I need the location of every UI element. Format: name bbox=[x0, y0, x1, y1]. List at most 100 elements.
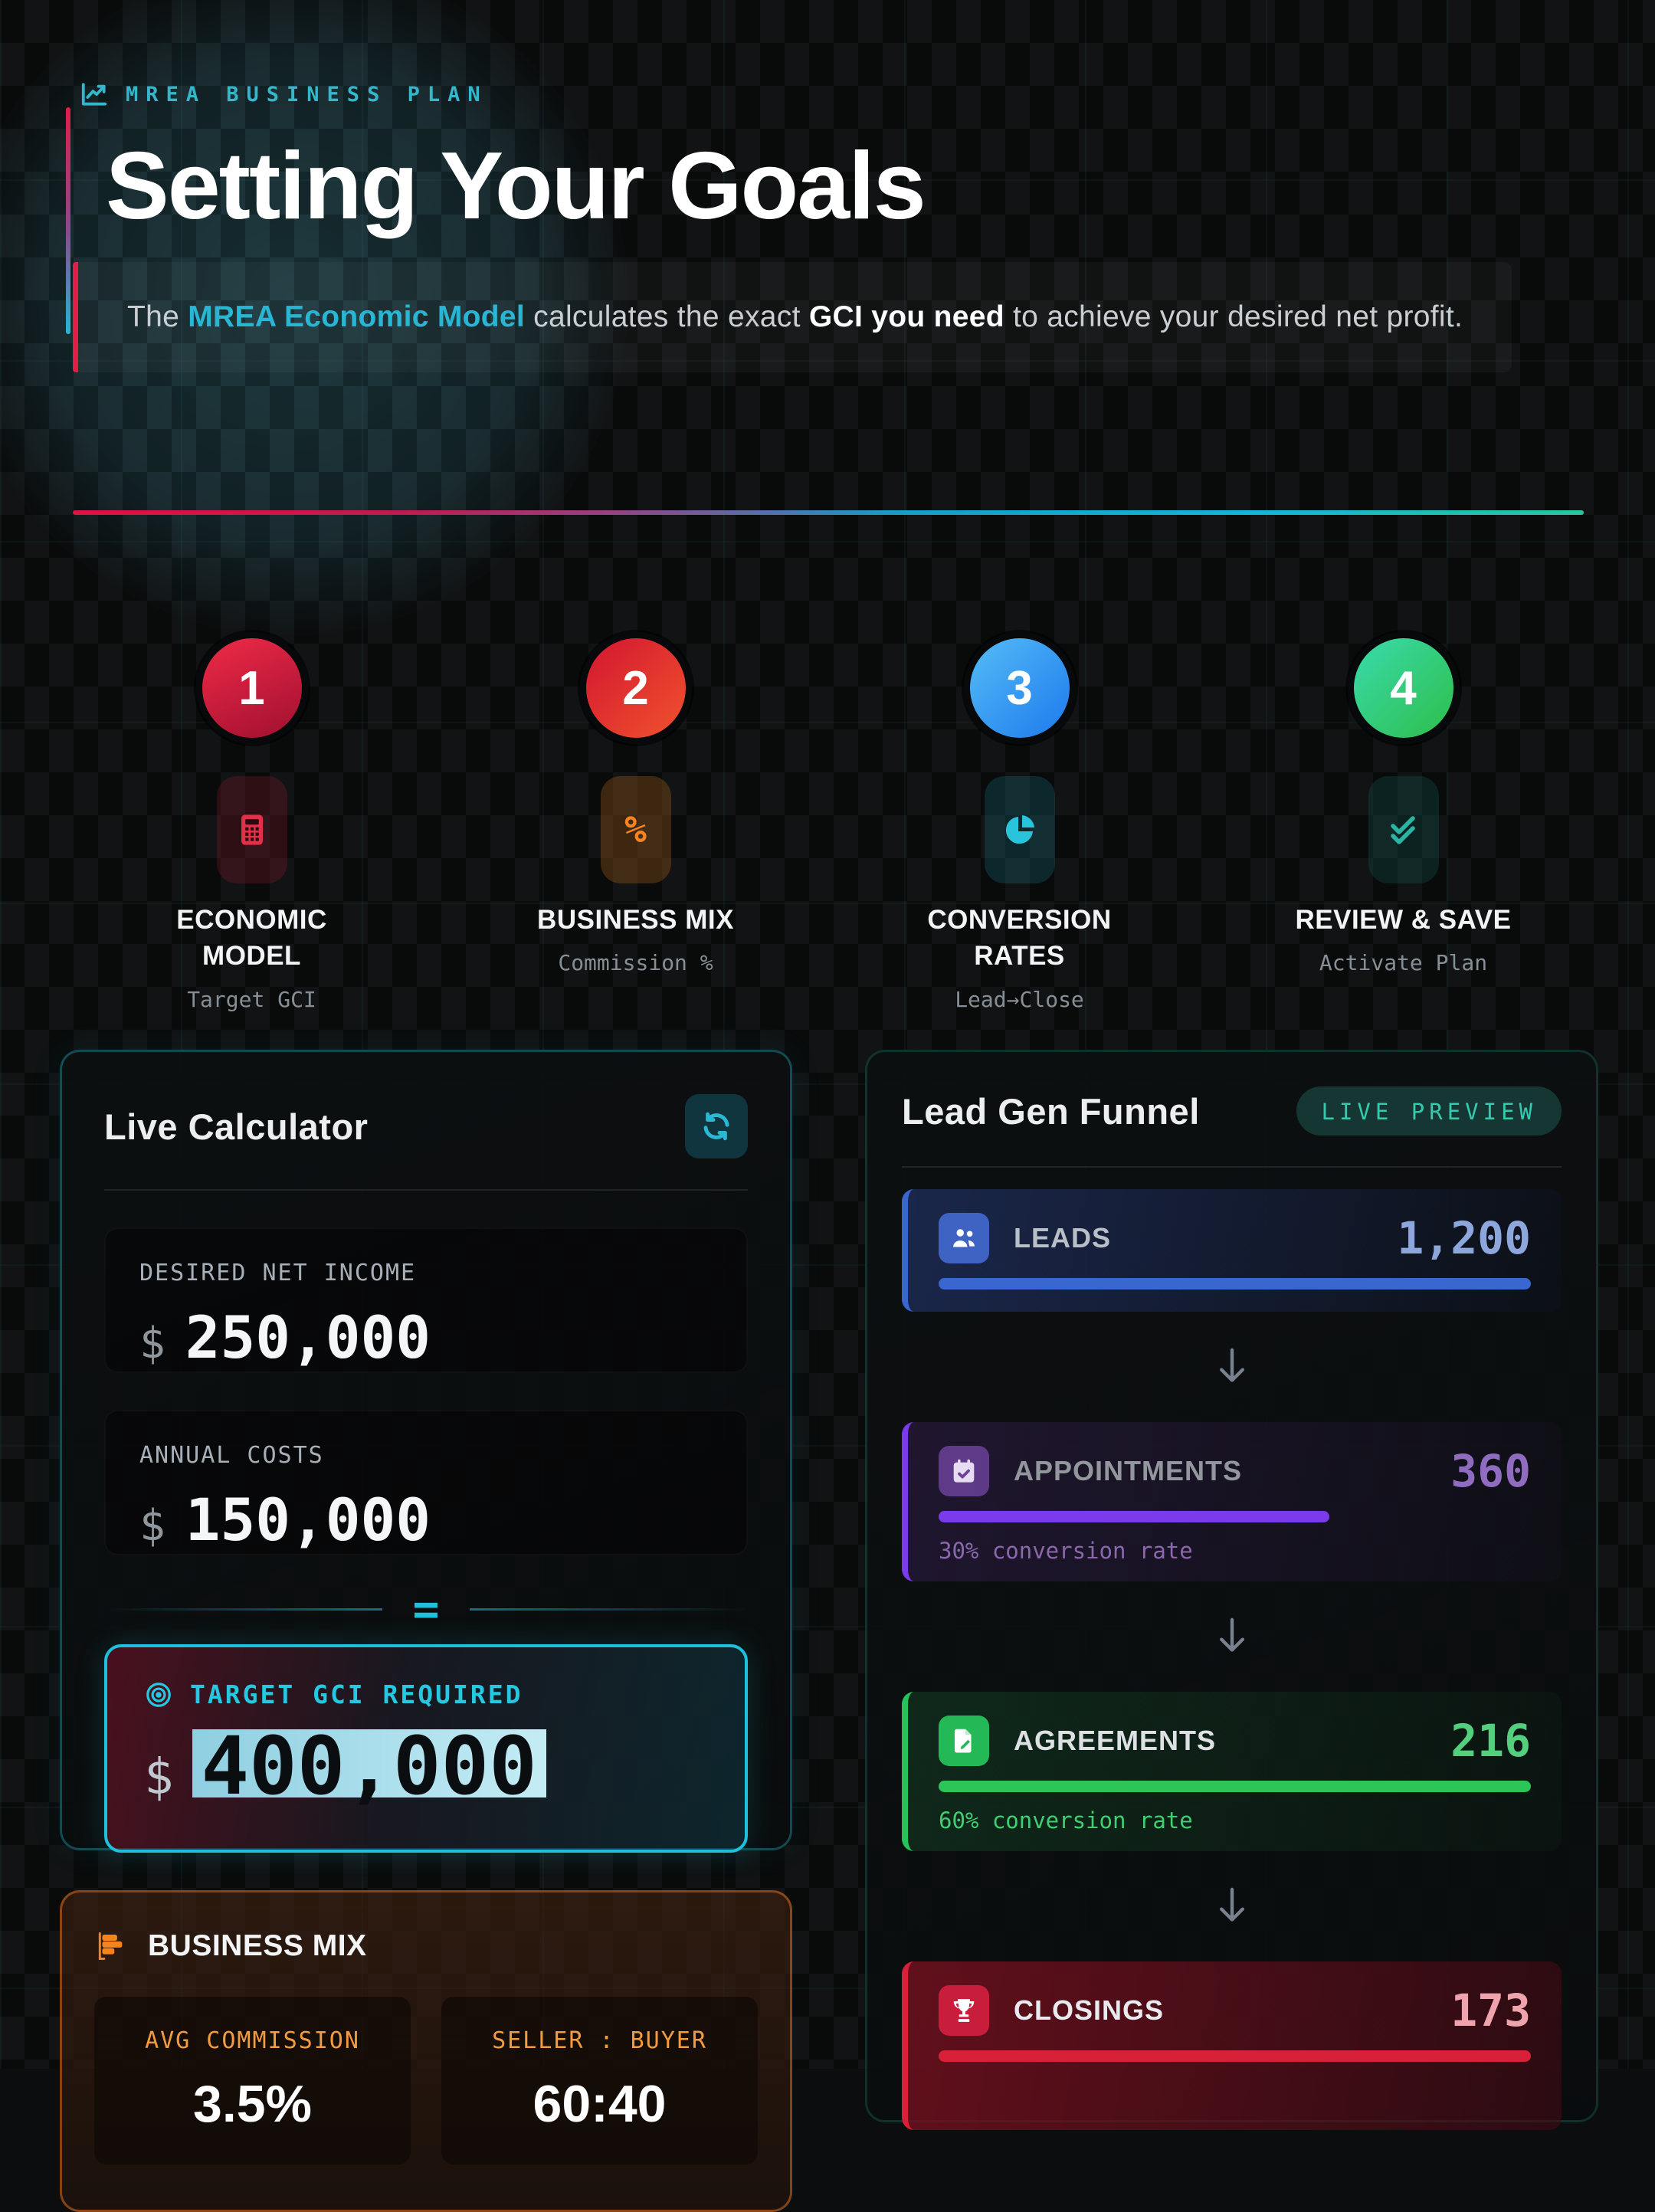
step-2-sublabel: Commission % bbox=[558, 950, 713, 976]
target-gci-label: TARGET GCI REQUIRED bbox=[190, 1679, 523, 1709]
annual-costs-field[interactable]: ANNUAL COSTS $ 150,000 bbox=[104, 1410, 748, 1555]
header-eyebrow-row: MREA BUSINESS PLAN bbox=[80, 80, 488, 109]
desired-net-income-field[interactable]: DESIRED NET INCOME $ 250,000 bbox=[104, 1227, 748, 1373]
subtitle-callout: The MREA Economic Model calculates the e… bbox=[73, 262, 1512, 372]
step-2-circle[interactable]: 2 bbox=[579, 632, 692, 744]
appointments-progress-bar bbox=[939, 1511, 1330, 1522]
gradient-divider bbox=[73, 510, 1584, 515]
step-3-label: CONVERSION RATES bbox=[927, 905, 1112, 972]
step-1-sublabel: Target GCI bbox=[187, 986, 316, 1012]
refresh-icon bbox=[703, 1112, 729, 1141]
step-3-sublabel: Lead→Close bbox=[955, 986, 1084, 1012]
leads-value: 1,200 bbox=[1397, 1212, 1531, 1264]
step-4-label: REVIEW & SAVE bbox=[1295, 905, 1512, 935]
pie-chart-icon bbox=[1005, 815, 1034, 844]
step-1-circle[interactable]: 1 bbox=[195, 632, 308, 744]
target-icon bbox=[146, 1682, 171, 1707]
page-title: Setting Your Goals bbox=[106, 133, 926, 239]
step-4-circle[interactable]: 4 bbox=[1347, 632, 1460, 744]
agreements-progress-bar bbox=[939, 1781, 1531, 1792]
appointments-label: APPOINTMENTS bbox=[1014, 1455, 1243, 1486]
seller-buyer-label: SELLER : BUYER bbox=[492, 2027, 707, 2054]
subtitle-prefix: The bbox=[127, 300, 188, 333]
arrow-down-icon bbox=[1219, 1617, 1244, 1652]
leads-icon-badge bbox=[939, 1213, 989, 1263]
agreements-icon-badge bbox=[939, 1716, 989, 1766]
avg-commission-value: 3.5% bbox=[193, 2075, 312, 2133]
agreements-label: AGREEMENTS bbox=[1014, 1725, 1217, 1756]
step-review-save: 4 REVIEW & SAVE Activate Plan bbox=[1211, 632, 1595, 1012]
step-4-sublabel: Activate Plan bbox=[1319, 950, 1488, 976]
appointments-value: 360 bbox=[1450, 1445, 1531, 1497]
appointments-conversion-note: 30% conversion rate bbox=[939, 1538, 1193, 1564]
subtitle-strong: GCI you need bbox=[808, 300, 1004, 333]
currency-symbol: $ bbox=[139, 1319, 166, 1368]
step-2-label: BUSINESS MIX bbox=[537, 905, 734, 935]
live-preview-badge: LIVE PREVIEW bbox=[1296, 1086, 1562, 1135]
agreements-conversion-note: 60% conversion rate bbox=[939, 1807, 1193, 1834]
live-calculator-card: Live Calculator DESIRED NET INCOME $ 250… bbox=[60, 1050, 792, 1853]
annual-costs-value[interactable]: 150,000 bbox=[185, 1486, 431, 1554]
leads-progress-bar bbox=[939, 1278, 1531, 1290]
currency-symbol: $ bbox=[144, 1749, 174, 1806]
funnel-stage-leads[interactable]: LEADS 1,200 bbox=[902, 1189, 1562, 1312]
avg-commission-label: AVG COMMISSION bbox=[145, 2027, 360, 2054]
closings-icon-badge bbox=[939, 1985, 989, 2036]
funnel-arrow-down bbox=[902, 1885, 1562, 1928]
agreements-value: 216 bbox=[1450, 1715, 1531, 1767]
leads-label: LEADS bbox=[1014, 1222, 1112, 1253]
subtitle-suffix: to achieve your desired net profit. bbox=[1004, 300, 1463, 333]
closings-progress-bar bbox=[939, 2050, 1531, 2062]
calendar-check-icon bbox=[953, 1459, 975, 1483]
subtitle-middle: calculates the exact bbox=[525, 300, 809, 333]
refresh-button[interactable] bbox=[685, 1094, 748, 1158]
target-gci-result-box: TARGET GCI REQUIRED $ 400,000 bbox=[104, 1644, 748, 1853]
funnel-stage-closings[interactable]: CLOSINGS 173 bbox=[902, 1961, 1562, 2130]
equals-sign: = bbox=[412, 1583, 440, 1635]
trophy-icon bbox=[953, 1999, 975, 2022]
arrow-down-icon bbox=[1219, 1348, 1244, 1382]
eyebrow-label: MREA BUSINESS PLAN bbox=[126, 82, 488, 107]
seller-buyer-value: 60:40 bbox=[533, 2075, 667, 2133]
chart-line-icon bbox=[81, 83, 107, 106]
double-check-icon bbox=[1390, 816, 1415, 844]
teal-glow-decoration bbox=[0, 0, 628, 636]
step-1-icon-badge bbox=[216, 776, 287, 883]
step-2-icon-badge: % bbox=[600, 776, 671, 883]
calculator-title: Live Calculator bbox=[104, 1106, 369, 1147]
step-3-icon-badge bbox=[984, 776, 1055, 883]
calculator-icon bbox=[241, 814, 263, 845]
header-accent-bar bbox=[66, 107, 70, 334]
arrow-down-icon bbox=[1219, 1887, 1244, 1922]
avg-commission-stat[interactable]: AVG COMMISSION 3.5% bbox=[94, 1997, 411, 2164]
calculator-divider bbox=[104, 1189, 748, 1191]
equals-divider: = bbox=[104, 1583, 749, 1635]
business-mix-title: BUSINESS MIX bbox=[148, 1929, 367, 1962]
target-gci-value: 400,000 bbox=[192, 1726, 546, 1806]
funnel-divider bbox=[902, 1166, 1562, 1168]
seller-buyer-stat[interactable]: SELLER : BUYER 60:40 bbox=[441, 1997, 758, 2164]
step-conversion-rates: 3 CONVERSION RATES Lead→Close bbox=[828, 632, 1211, 1012]
step-4-icon-badge bbox=[1368, 776, 1439, 883]
funnel-stage-appointments[interactable]: APPOINTMENTS 360 30% conversion rate bbox=[902, 1422, 1562, 1581]
users-icon bbox=[953, 1229, 975, 1247]
business-mix-card: BUSINESS MIX AVG COMMISSION 3.5% SELLER … bbox=[60, 1890, 792, 2212]
bar-chart-icon bbox=[98, 1932, 123, 1960]
lead-gen-funnel-card: Lead Gen Funnel LIVE PREVIEW bbox=[865, 1050, 1598, 2130]
desired-net-income-value[interactable]: 250,000 bbox=[185, 1303, 431, 1371]
closings-value: 173 bbox=[1450, 1984, 1531, 2037]
annual-costs-label: ANNUAL COSTS bbox=[139, 1442, 324, 1469]
funnel-title: Lead Gen Funnel bbox=[902, 1090, 1200, 1132]
step-1-label: ECONOMIC MODEL bbox=[176, 905, 327, 972]
desired-net-income-label: DESIRED NET INCOME bbox=[139, 1260, 417, 1286]
step-business-mix: 2 % BUSINESS MIX Commission % bbox=[444, 632, 828, 1012]
funnel-stage-agreements[interactable]: AGREEMENTS 216 60% conversion rate bbox=[902, 1692, 1562, 1851]
file-pen-icon bbox=[954, 1729, 972, 1753]
currency-symbol: $ bbox=[139, 1501, 166, 1551]
wizard-steps: 1 ECONOMIC MODEL Target GCI 2 % bbox=[60, 632, 1595, 1012]
subtitle-highlight: MREA Economic Model bbox=[188, 300, 526, 333]
closings-label: CLOSINGS bbox=[1014, 1994, 1165, 2026]
percent-icon: % bbox=[624, 808, 647, 851]
step-3-circle[interactable]: 3 bbox=[963, 632, 1076, 744]
funnel-arrow-down bbox=[902, 1615, 1562, 1658]
